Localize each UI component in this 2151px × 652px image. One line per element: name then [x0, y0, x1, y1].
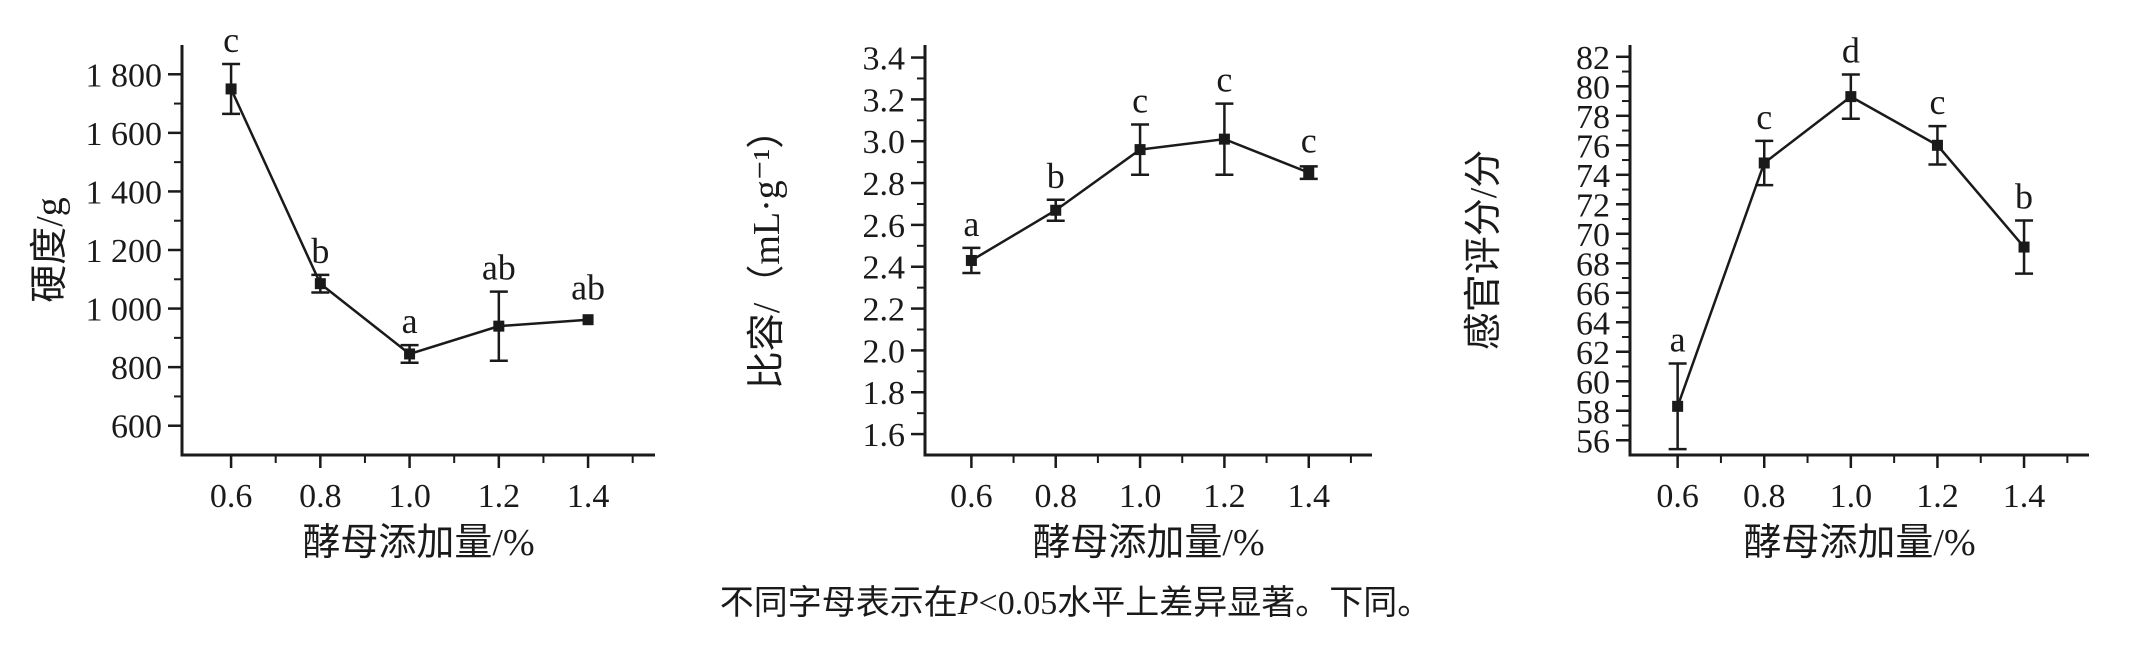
svg-text:1.2: 1.2 — [1203, 478, 1246, 515]
svg-text:3.4: 3.4 — [863, 41, 906, 78]
svg-text:82: 82 — [1576, 40, 1610, 77]
svg-text:a: a — [1670, 320, 1686, 360]
svg-text:c: c — [1301, 121, 1317, 161]
svg-text:1 600: 1 600 — [86, 116, 163, 153]
svg-text:3.0: 3.0 — [863, 124, 906, 161]
svg-text:0.6: 0.6 — [210, 478, 253, 515]
svg-text:56: 56 — [1576, 423, 1610, 460]
svg-text:2.8: 2.8 — [863, 166, 906, 203]
svg-text:1.4: 1.4 — [2003, 478, 2046, 515]
svg-text:800: 800 — [111, 350, 162, 387]
svg-text:1.4: 1.4 — [1287, 478, 1330, 515]
svg-text:硬度/g: 硬度/g — [29, 197, 71, 303]
svg-text:2.6: 2.6 — [863, 208, 906, 245]
svg-text:60: 60 — [1576, 364, 1610, 401]
svg-text:酵母添加量/%: 酵母添加量/% — [302, 522, 534, 564]
svg-text:b: b — [311, 231, 329, 271]
svg-text:d: d — [1842, 30, 1860, 70]
svg-text:1.0: 1.0 — [1830, 478, 1873, 515]
svg-text:2.2: 2.2 — [863, 292, 906, 329]
chart-sensory-score: 56 58 60 62 64 66 68 70 72 74 76 78 80 82 0.6 0.8 1.0 1.2… — [1434, 0, 2151, 570]
svg-text:b: b — [1047, 156, 1065, 196]
figure-panel-row: 600 800 1 000 1 200 1 400 1 600 1 800 0.6 0.8 1.0… — [0, 0, 2151, 570]
svg-text:1.2: 1.2 — [1916, 478, 1959, 515]
svg-text:1.2: 1.2 — [478, 478, 521, 515]
svg-text:78: 78 — [1576, 99, 1610, 136]
specific-volume-chart-canvas: 1.6 1.8 2.0 2.2 2.4 2.6 2.8 3.0 3.2 3.4 0.6 0.8 1.0 1… — [746, 41, 1372, 564]
svg-text:1.0: 1.0 — [1119, 478, 1162, 515]
svg-text:1 000: 1 000 — [86, 292, 163, 329]
svg-text:68: 68 — [1576, 246, 1610, 283]
svg-text:1 800: 1 800 — [86, 57, 163, 94]
svg-text:0.8: 0.8 — [1743, 478, 1786, 515]
svg-text:1 400: 1 400 — [86, 174, 163, 211]
svg-text:72: 72 — [1576, 187, 1610, 224]
svg-text:ab: ab — [571, 268, 605, 308]
caption-italic-p: P — [957, 585, 979, 622]
svg-text:0.6: 0.6 — [950, 478, 993, 515]
svg-text:0.6: 0.6 — [1656, 478, 1699, 515]
svg-text:2.0: 2.0 — [863, 333, 906, 370]
svg-text:2.4: 2.4 — [863, 250, 906, 287]
svg-text:76: 76 — [1576, 128, 1610, 165]
svg-text:ab: ab — [482, 248, 516, 288]
svg-text:酵母添加量/%: 酵母添加量/% — [1743, 522, 1975, 564]
svg-text:3.2: 3.2 — [863, 82, 906, 119]
caption-prefix: 不同字母表示在 — [719, 585, 958, 622]
svg-text:感官评分/分: 感官评分/分 — [1463, 150, 1505, 351]
svg-text:1.0: 1.0 — [388, 478, 431, 515]
caption-suffix: <0.05水平上差异显著。下同。 — [978, 585, 1432, 622]
svg-text:58: 58 — [1576, 394, 1610, 431]
chart-specific-volume: 1.6 1.8 2.0 2.2 2.4 2.6 2.8 3.0 3.2 3.4 0.6 0.8 1.0 1… — [717, 0, 1434, 570]
svg-text:1 200: 1 200 — [86, 233, 163, 270]
svg-text:1.4: 1.4 — [567, 478, 610, 515]
svg-text:66: 66 — [1576, 276, 1610, 313]
svg-text:c: c — [1929, 82, 1945, 122]
svg-text:64: 64 — [1576, 305, 1610, 342]
svg-text:1.6: 1.6 — [863, 417, 906, 454]
svg-text:比容/（mL·g⁻¹）: 比容/（mL·g⁻¹） — [746, 111, 788, 389]
svg-text:1.8: 1.8 — [863, 375, 906, 412]
svg-text:c: c — [223, 20, 239, 60]
svg-text:0.8: 0.8 — [1034, 478, 1077, 515]
svg-text:0.8: 0.8 — [299, 478, 342, 515]
svg-text:a: a — [963, 204, 979, 244]
hardness-chart-canvas: 600 800 1 000 1 200 1 400 1 600 1 800 0.6 0.8 1.0… — [29, 20, 655, 564]
svg-text:c: c — [1756, 97, 1772, 137]
svg-text:70: 70 — [1576, 217, 1610, 254]
svg-text:62: 62 — [1576, 335, 1610, 372]
svg-text:b: b — [2015, 177, 2033, 217]
svg-text:a: a — [402, 301, 418, 341]
figure-caption: 不同字母表示在P<0.05水平上差异显著。下同。 — [0, 582, 2151, 626]
svg-text:c: c — [1216, 60, 1232, 100]
svg-text:c: c — [1132, 80, 1148, 120]
svg-text:80: 80 — [1576, 69, 1610, 106]
svg-text:酵母添加量/%: 酵母添加量/% — [1032, 522, 1264, 564]
svg-text:600: 600 — [111, 409, 162, 446]
svg-text:74: 74 — [1576, 158, 1610, 195]
chart-hardness: 600 800 1 000 1 200 1 400 1 600 1 800 0.6 0.8 1.0… — [0, 0, 717, 570]
